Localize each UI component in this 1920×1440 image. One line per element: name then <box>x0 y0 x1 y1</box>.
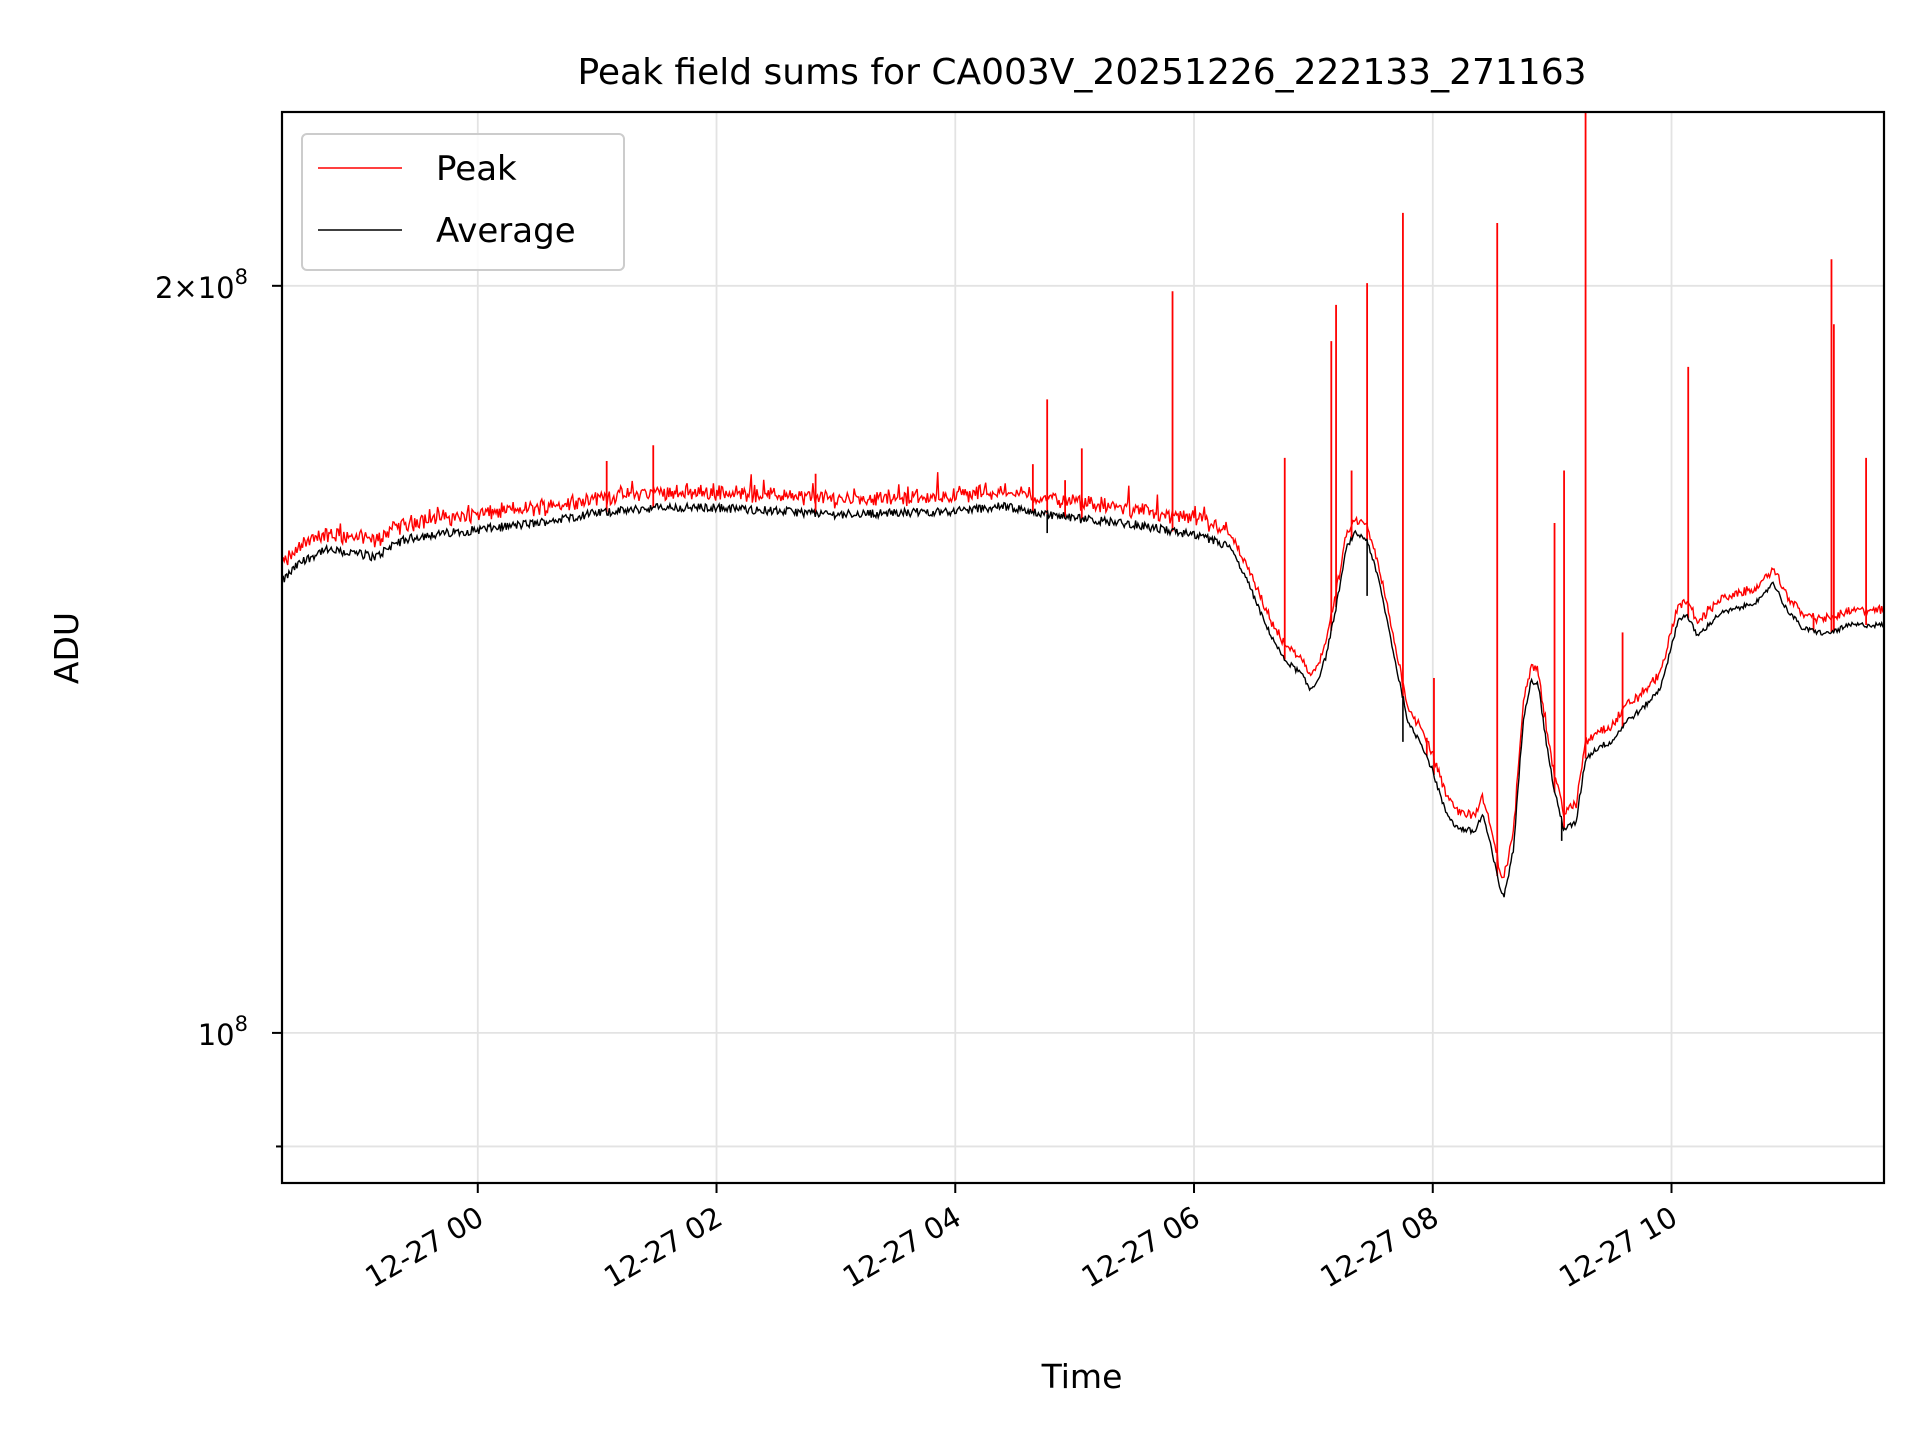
peak-line <box>281 472 1885 879</box>
x-axis-label: Time <box>1041 1357 1123 1396</box>
legend: Peak Average <box>301 133 625 271</box>
plot-frame <box>280 110 1886 1185</box>
series-average <box>281 501 1885 898</box>
y-axis-ticks: 2×108 108 <box>155 265 282 1148</box>
legend-label-average: Average <box>436 211 576 251</box>
average-line <box>281 501 1885 898</box>
y-tick-label: 2×108 <box>155 265 248 305</box>
legend-label-peak: Peak <box>436 149 517 189</box>
series-peak <box>281 112 1885 879</box>
y-axis-label: ADU <box>47 612 86 684</box>
chart-title: Peak field sums for CA003V_20251226_2221… <box>577 52 1586 93</box>
y-tick-label: 108 <box>198 1012 248 1052</box>
